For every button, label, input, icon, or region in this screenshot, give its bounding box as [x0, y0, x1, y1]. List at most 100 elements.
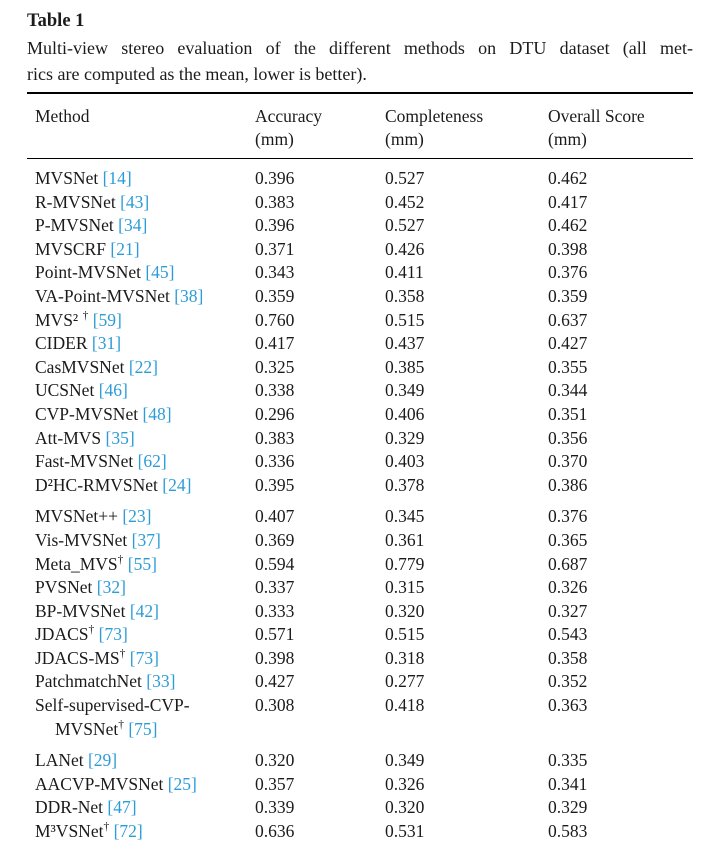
- citation-link[interactable]: [62]: [137, 451, 167, 472]
- citation-link[interactable]: [31]: [91, 333, 122, 354]
- method-cell: LANet [29]: [27, 741, 255, 773]
- overall-score-value: 0.335: [548, 750, 588, 771]
- citation-link[interactable]: [47]: [107, 797, 137, 818]
- accuracy-value: 0.594: [255, 553, 295, 574]
- completeness-value: 0.779: [385, 553, 425, 574]
- overall-score-value: 0.356: [548, 427, 588, 448]
- overall-score-value: 0.462: [548, 215, 588, 236]
- citation-link[interactable]: [14]: [102, 168, 132, 188]
- completeness-value: 0.318: [385, 647, 425, 668]
- method-name: UCSNet: [35, 380, 95, 401]
- overall-score-value: 0.358: [548, 647, 588, 668]
- method-name: CasMVSNet: [35, 356, 125, 377]
- method-cell: UCSNet [46]: [27, 379, 255, 403]
- accuracy-value: 0.338: [255, 380, 295, 401]
- citation-link[interactable]: [35]: [105, 427, 135, 448]
- method-name: MVSNet++: [35, 506, 118, 527]
- completeness-value: 0.426: [385, 238, 425, 259]
- table-row: M³VSNet† [72] 0.636 0.531 0.583: [27, 820, 693, 846]
- accuracy-value: 0.417: [255, 333, 295, 354]
- overall-score-value: 0.363: [548, 695, 588, 716]
- column-header-method: Method: [27, 93, 255, 159]
- method-cell: Vis-MVSNet [37]: [27, 529, 255, 553]
- accuracy-value: 0.359: [255, 285, 295, 306]
- overall-score-value: 0.352: [548, 671, 588, 692]
- overall-score-value: 0.417: [548, 191, 588, 212]
- accuracy-value: 0.333: [255, 600, 295, 621]
- method-name: VA-Point-MVSNet: [35, 285, 170, 306]
- method-name: R-MVSNet: [35, 191, 116, 212]
- citation-link[interactable]: [72]: [113, 821, 143, 842]
- citation-link[interactable]: [46]: [98, 380, 128, 401]
- table-row: Fast-MVSNet [62] 0.336 0.403 0.370: [27, 450, 693, 474]
- citation-link[interactable]: [42]: [129, 600, 159, 621]
- citation-link[interactable]: [24]: [162, 474, 192, 495]
- results-table: Method Accuracy (mm) Completeness (mm) O…: [27, 92, 693, 846]
- citation-link[interactable]: [32]: [96, 577, 126, 598]
- method-cell: Point-MVSNet [45]: [27, 261, 255, 285]
- table-row: P-MVSNet [34] 0.396 0.527 0.462: [27, 214, 693, 238]
- completeness-value: 0.403: [385, 451, 425, 472]
- completeness-value: 0.527: [385, 168, 425, 188]
- table-row: CasMVSNet [22] 0.325 0.385 0.355: [27, 356, 693, 380]
- completeness-value: 0.320: [385, 600, 425, 621]
- method-name: P-MVSNet: [35, 215, 114, 236]
- citation-link[interactable]: [25]: [167, 773, 197, 794]
- citation-link[interactable]: [73]: [98, 624, 128, 645]
- citation-link[interactable]: [43]: [120, 191, 150, 212]
- citation-link[interactable]: [59]: [92, 309, 122, 330]
- method-name: Fast-MVSNet: [35, 451, 134, 472]
- caption-line-1: Multi-view stereo evaluation of the diff…: [27, 38, 693, 58]
- citation-link[interactable]: [48]: [142, 403, 172, 424]
- overall-score-value: 0.398: [548, 238, 588, 259]
- completeness-value: 0.452: [385, 191, 425, 212]
- accuracy-value: 0.320: [255, 750, 295, 771]
- table-row: JDACS-MS† [73] 0.398 0.318 0.358: [27, 647, 693, 671]
- citation-link[interactable]: [37]: [131, 529, 161, 550]
- method-cell: Fast-MVSNet [62]: [27, 450, 255, 474]
- citation-link[interactable]: [38]: [174, 285, 204, 306]
- accuracy-value: 0.308: [255, 695, 295, 716]
- accuracy-value: 0.357: [255, 773, 295, 794]
- method-cell: CasMVSNet [22]: [27, 356, 255, 380]
- method-name: MVSCRF: [35, 238, 107, 259]
- completeness-value: 0.527: [385, 215, 425, 236]
- method-name: CVP-MVSNet: [35, 403, 139, 424]
- table-row: Meta_MVS† [55] 0.594 0.779 0.687: [27, 553, 693, 577]
- citation-link[interactable]: [21]: [110, 238, 140, 259]
- method-cell: Meta_MVS† [55]: [27, 553, 255, 577]
- table-row: Att-MVS [35] 0.383 0.329 0.356: [27, 427, 693, 451]
- completeness-value: 0.411: [385, 262, 424, 283]
- citation-link[interactable]: [34]: [118, 215, 148, 236]
- accuracy-value: 0.339: [255, 797, 295, 818]
- completeness-value: 0.406: [385, 403, 425, 424]
- method-cell: PVSNet [32]: [27, 576, 255, 600]
- accuracy-value: 0.427: [255, 671, 295, 692]
- accuracy-value: 0.325: [255, 356, 295, 377]
- method-cell: CVP-MVSNet [48]: [27, 403, 255, 427]
- overall-score-value: 0.462: [548, 168, 588, 188]
- overall-score-value: 0.329: [548, 797, 588, 818]
- citation-link[interactable]: [22]: [128, 356, 158, 377]
- table-number-label: Table 1: [27, 11, 85, 31]
- table-row: Self-supervised-CVP-MVSNet† [75] 0.308 0…: [27, 694, 693, 741]
- completeness-value: 0.361: [385, 529, 425, 550]
- table-row: AACVP-MVSNet [25] 0.357 0.326 0.341: [27, 773, 693, 797]
- table-row: MVSNet [14] 0.396 0.527 0.462: [27, 159, 693, 191]
- citation-link[interactable]: [45]: [145, 262, 175, 283]
- method-cell: M³VSNet† [72]: [27, 820, 255, 846]
- overall-score-value: 0.355: [548, 356, 588, 377]
- completeness-value: 0.531: [385, 821, 425, 842]
- citation-link[interactable]: [75]: [128, 718, 158, 739]
- citation-link[interactable]: [29]: [87, 750, 118, 771]
- table-row: BP-MVSNet [42] 0.333 0.320 0.327: [27, 600, 693, 624]
- method-cell: CIDER [31]: [27, 332, 255, 356]
- citation-link[interactable]: [55]: [127, 553, 157, 574]
- accuracy-value: 0.383: [255, 191, 295, 212]
- citation-link[interactable]: [23]: [122, 506, 152, 527]
- accuracy-value: 0.396: [255, 168, 295, 188]
- citation-link[interactable]: [33]: [146, 671, 176, 692]
- overall-score-value: 0.351: [548, 403, 588, 424]
- citation-link[interactable]: [73]: [129, 647, 159, 668]
- method-name: M³VSNet†: [35, 821, 110, 842]
